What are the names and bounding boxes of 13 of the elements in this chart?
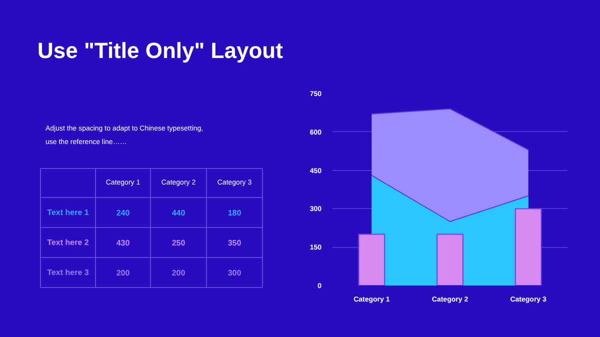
y-tick-label: Text here 2 xyxy=(47,238,90,247)
data-label: 200 xyxy=(172,268,186,278)
data-label: 240 xyxy=(116,208,130,218)
data-label: 180 xyxy=(228,208,242,218)
y-tick-label: Text here 1 xyxy=(47,208,90,217)
y-tick-label: Text here 3 xyxy=(47,268,90,277)
data-label: 440 xyxy=(172,208,186,218)
chart-title: Use "Title Only" Layout xyxy=(38,38,284,63)
data-label: 430 xyxy=(116,238,130,248)
data-label: 200 xyxy=(116,268,130,278)
data-label: 300 xyxy=(228,268,242,278)
data-label: 250 xyxy=(172,238,186,248)
data-label: 350 xyxy=(228,238,242,248)
